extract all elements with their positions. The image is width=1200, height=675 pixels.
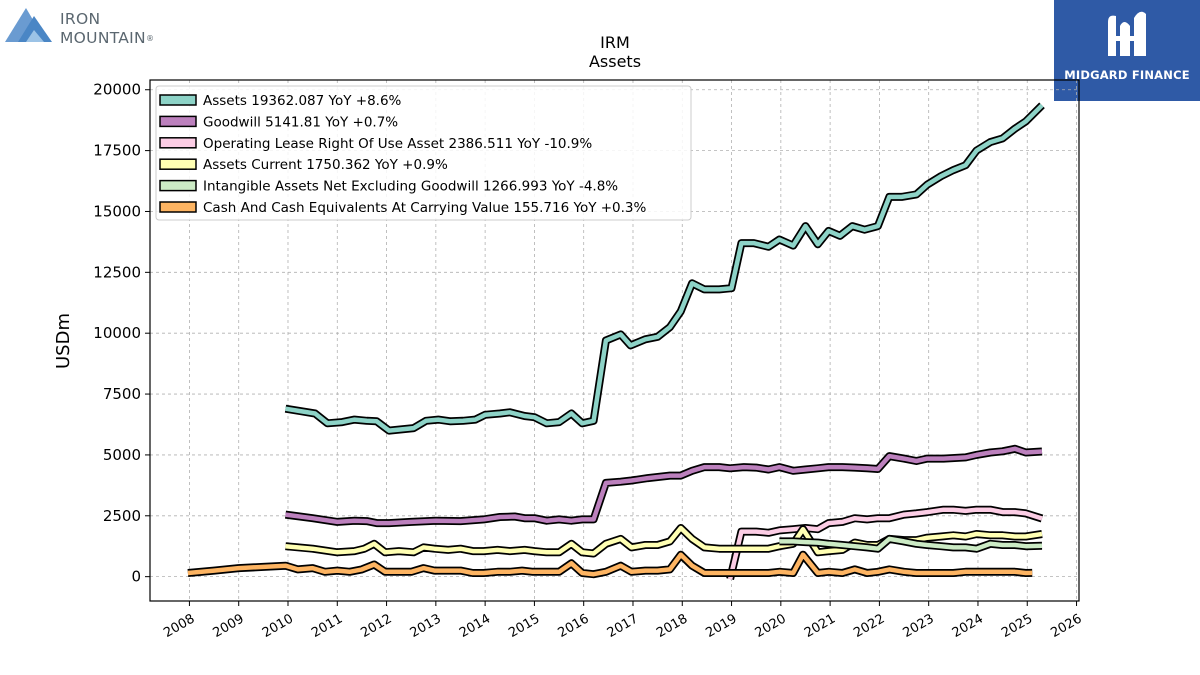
mountain-logo-icon [5,8,52,42]
iron-mountain-logo: IRON MOUNTAIN® [4,4,174,48]
iron-mountain-logo-text: IRON MOUNTAIN® [60,10,154,48]
series-line [187,552,1033,577]
x-tick-label: 2015 [506,611,542,641]
y-axis-label: USDm [53,313,74,369]
series-line [285,525,1043,556]
x-tick-label: 2023 [901,611,937,641]
legend-swatch [159,158,197,170]
legend-label: Assets 19362.087 YoY +8.6% [203,93,402,109]
x-tick-label: 2014 [457,611,493,641]
legend-label: Intangible Assets Net Excluding Goodwill… [203,179,618,195]
x-tick-label: 2013 [408,611,444,641]
legend-swatch [159,115,197,128]
series-line [727,507,1043,580]
chart-subtitle: Assets [589,52,641,71]
x-tick-label: 2025 [999,611,1035,641]
legend-swatch [159,201,197,213]
x-tick-label: 2019 [703,611,739,641]
x-tick-label: 2022 [851,611,887,641]
series-1 [284,444,1043,528]
legend-label: Cash And Cash Equivalents At Carrying Va… [203,200,647,216]
midgard-finance-logo: MIDGARD FINANCE [1054,0,1200,101]
series-2 [726,505,1044,581]
legend-label: Assets Current 1750.362 YoY +0.9% [203,157,448,173]
legend-swatch [159,137,197,149]
x-tick-label: 2016 [556,611,592,641]
y-tick-label: 10000 [93,324,141,342]
legend-label: Goodwill 5141.81 YoY +0.7% [203,114,398,130]
series-layer [187,102,1045,581]
legend-box [155,85,692,221]
logo-line-1: IRON [60,10,101,28]
x-tick-label: 2009 [211,611,247,641]
x-tick-label: 2010 [260,611,296,641]
y-tick-label: 20000 [93,81,141,99]
x-tick-label: 2024 [950,611,986,641]
plot-frame [149,79,1080,602]
midgard-finance-label: MIDGARD FINANCE [1064,68,1190,82]
y-tick-label: 15000 [93,202,141,220]
chart-title: IRM [600,33,630,52]
logo-line-2: MOUNTAIN® [60,29,154,48]
x-tick-label: 2020 [753,611,789,641]
x-tick-label: 2017 [605,611,641,641]
y-tick-label: 0 [131,568,141,586]
legend-label: Operating Lease Right Of Use Asset 2386.… [203,136,592,152]
legend-swatch [159,179,197,192]
y-tick-label: 7500 [103,385,141,403]
series-5 [187,550,1033,579]
legend-swatch [159,94,197,106]
y-tick-label: 17500 [93,142,141,160]
registered-mark: ® [145,34,155,43]
series-line [285,103,1044,433]
x-tick-label: 2018 [654,611,690,641]
series-line [285,446,1043,526]
x-tick-label: 2021 [802,611,838,641]
x-tick-label: 2011 [309,611,345,641]
y-tick-label: 5000 [103,446,141,464]
x-tick-label: 2012 [358,611,394,641]
legend: Assets 19362.087 YoY +8.6% Goodwill 5141.… [155,85,692,221]
y-tick-label: 12500 [93,263,141,281]
series-4 [779,534,1043,553]
x-tick-label: 2026 [1048,611,1084,641]
series-3 [285,524,1043,558]
y-tick-label: 2500 [103,507,141,525]
series-0 [284,102,1045,435]
x-tick-label: 2008 [161,611,197,641]
midgard-m-icon [1108,11,1146,57]
logo-line-2-text: MOUNTAIN [60,29,146,47]
series-line [779,536,1043,551]
